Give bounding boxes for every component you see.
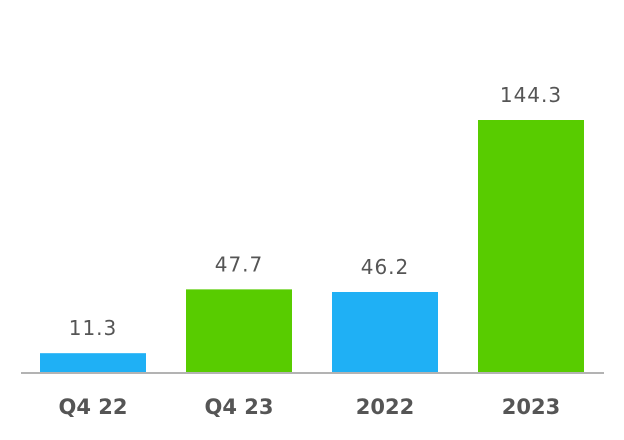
data-label: 46.2 [361, 255, 410, 279]
value-labels-group: 11.3 47.7 46.2 144.3 [69, 83, 562, 340]
bar-2022 [332, 291, 438, 373]
x-tick-label: 2023 [502, 395, 560, 419]
bar-q4-23 [186, 289, 292, 373]
bar-q4-22 [40, 353, 146, 373]
x-tick-label: Q4 22 [59, 395, 128, 419]
x-tick-label: 2022 [356, 395, 414, 419]
data-label: 47.7 [215, 252, 264, 276]
bar-2023 [478, 120, 584, 373]
x-tick-label: Q4 23 [205, 395, 274, 419]
bars-group [40, 120, 584, 373]
x-tick-labels-group: Q4 22 Q4 23 2022 2023 [59, 395, 561, 419]
data-label: 144.3 [500, 83, 562, 107]
data-label: 11.3 [69, 316, 118, 340]
